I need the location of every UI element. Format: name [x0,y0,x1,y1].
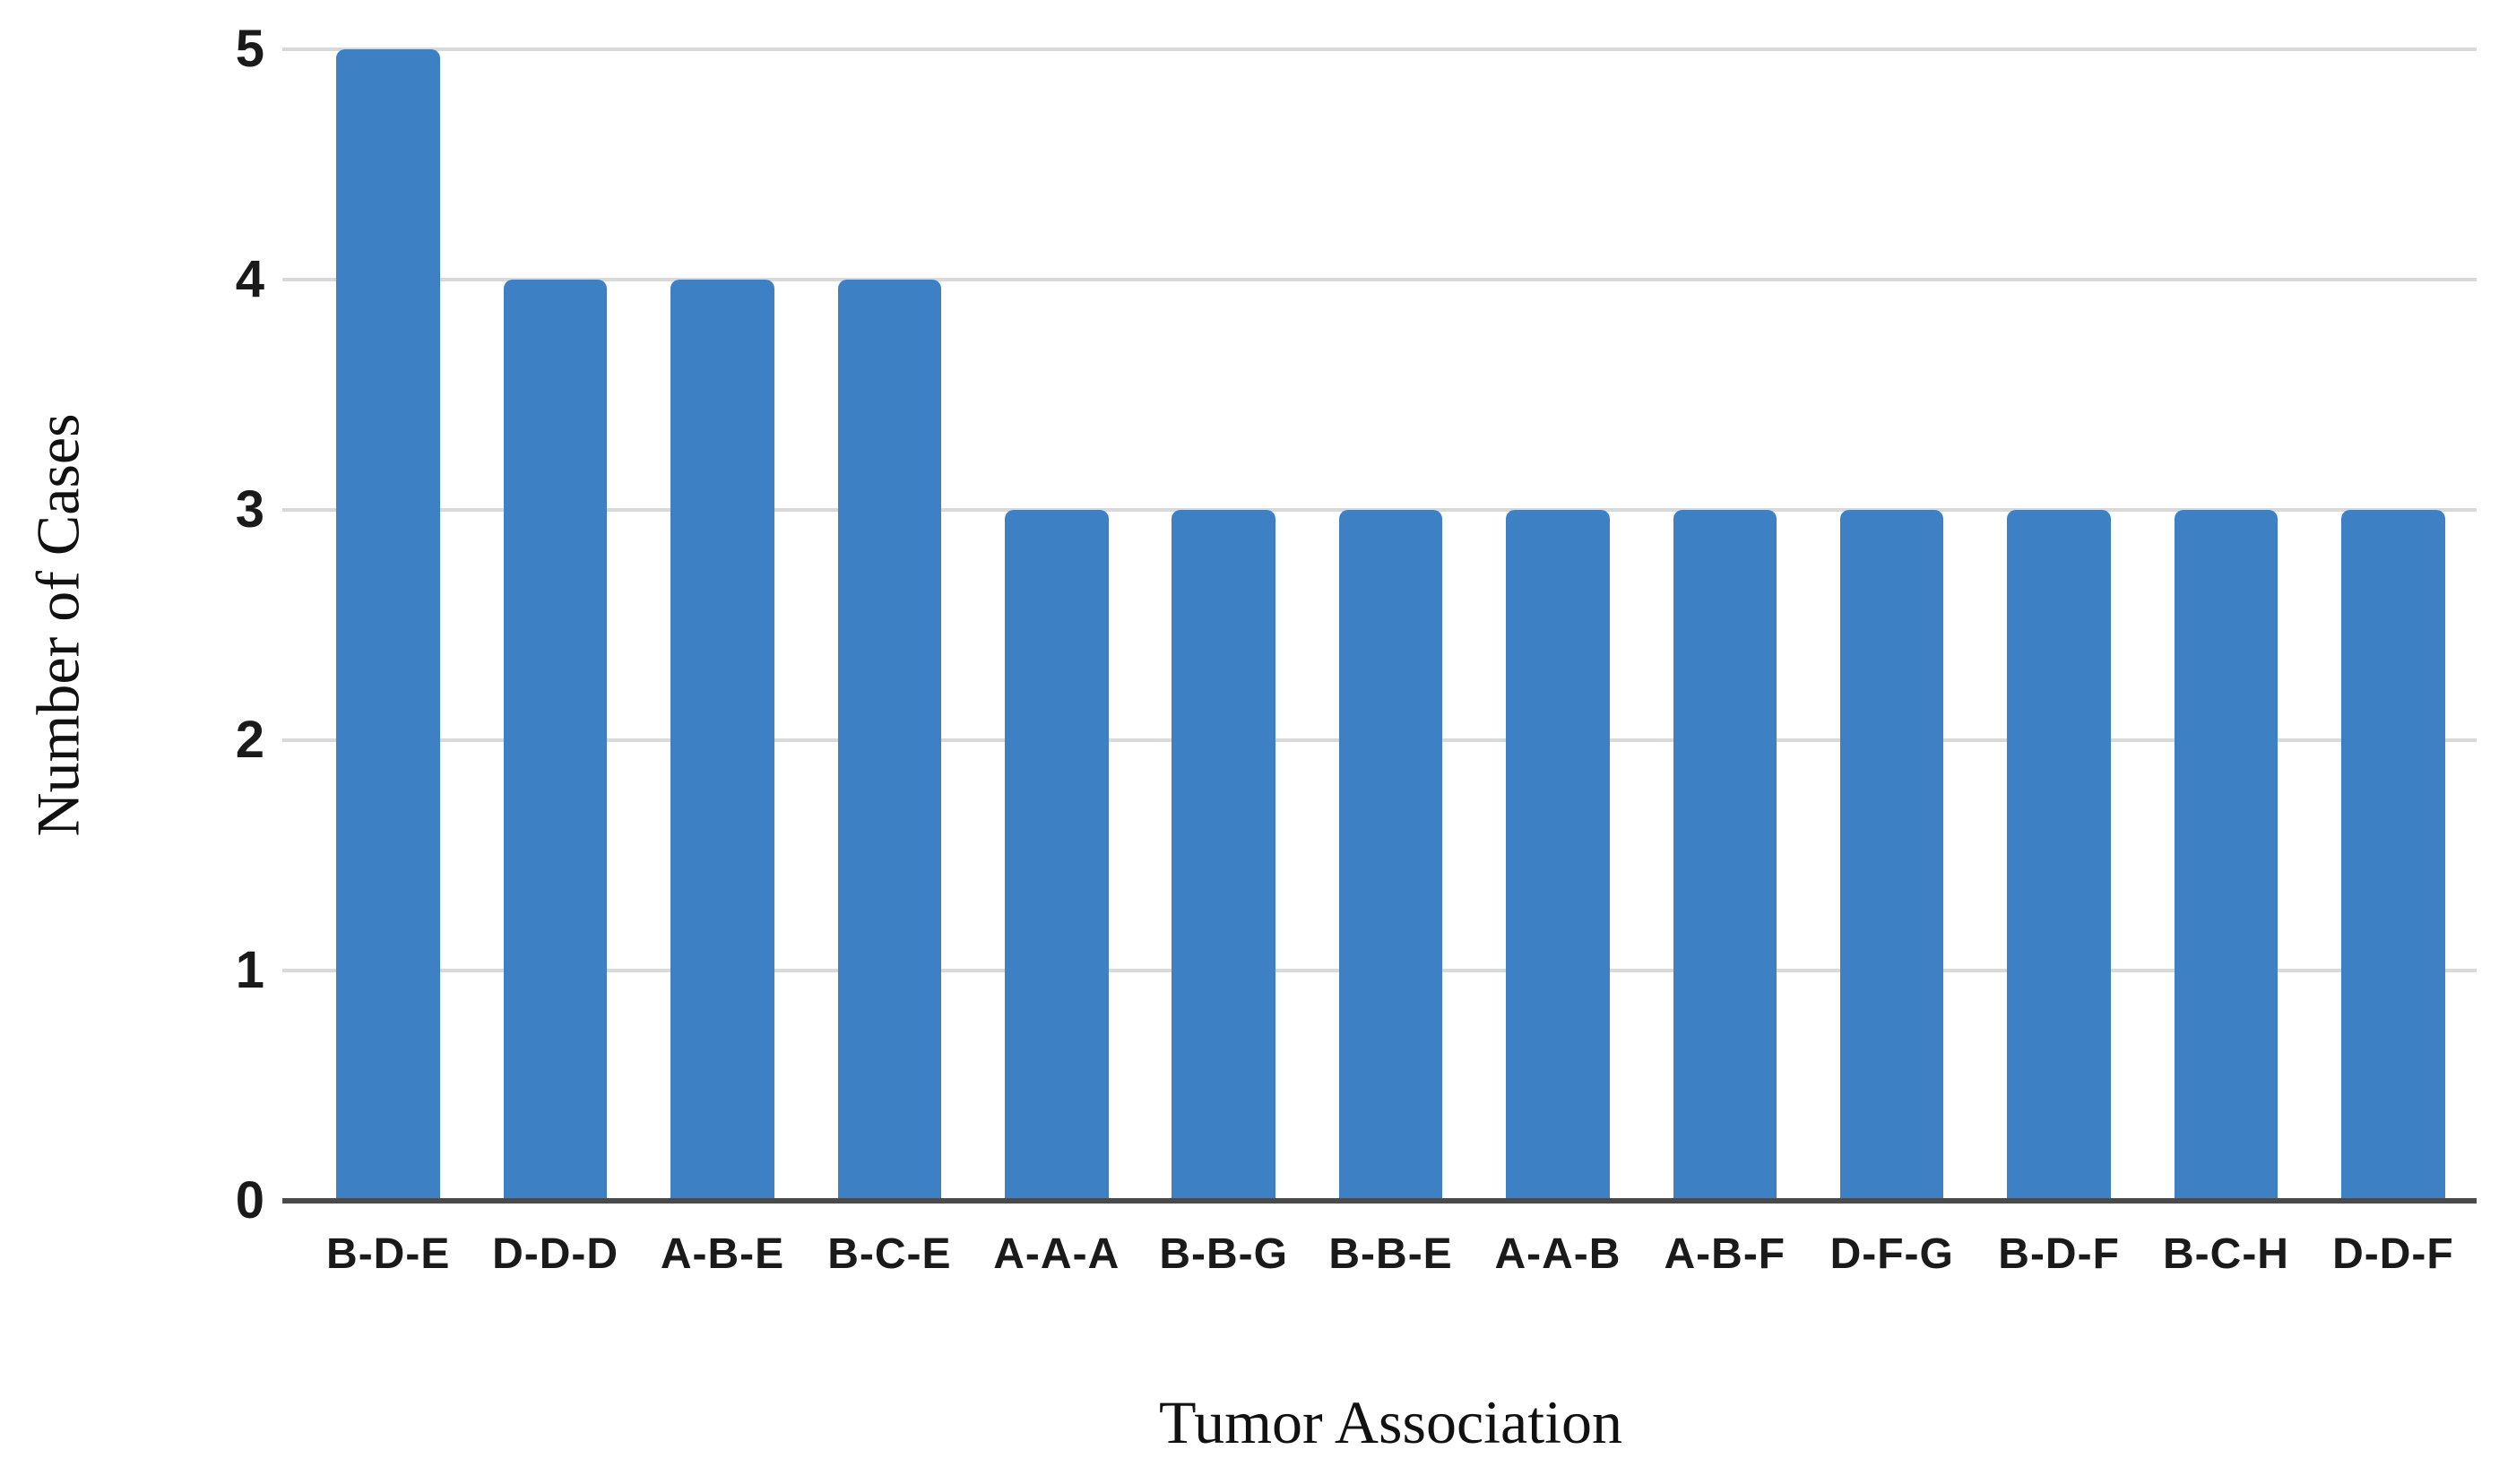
bar-A-B-F [1673,510,1777,1201]
y-axis-labels: 0 1 2 3 4 5 [0,23,305,1227]
gridline [282,278,2477,281]
bar-A-A-B [1506,510,1610,1201]
y-tick-label: 3 [235,480,264,539]
bar-A-B-E [670,280,774,1201]
x-tick-label: A-A-A [993,1230,1120,1278]
bar-slot [973,49,1140,1201]
bars [305,49,2477,1201]
y-tick-label: 4 [235,250,264,308]
bar-D-F-G [1839,510,1944,1201]
bar-slot [471,49,638,1201]
bar-slot [2142,49,2309,1201]
bar-slot [1307,49,1474,1201]
y-tick-label: 5 [235,20,264,78]
x-tick-label: B-D-E [326,1230,451,1278]
x-tick-label: B-C-E [827,1230,952,1278]
x-tick-label: D-D-D [492,1230,619,1278]
x-tick-label: A-A-B [1494,1230,1621,1278]
x-tick-label: B-D-F [1998,1230,2120,1278]
x-tick-label: B-C-H [2163,1230,2289,1278]
bar-slot [639,49,806,1201]
bar-slot [305,49,471,1201]
x-tick-labels: B-D-E D-D-D A-B-E B-C-E A-A-A B-B-G B-B-E A-A-B… [305,1229,2477,1279]
bar-B-C-E [837,280,942,1201]
bar-B-C-H [2174,510,2278,1201]
bar-B-D-E [336,49,440,1201]
x-tick-label: D-D-F [2332,1230,2454,1278]
bar-slot [1474,49,1641,1201]
gridline [282,47,2477,51]
bar-D-D-F [2341,510,2445,1201]
bar-slot [1976,49,2142,1201]
x-axis-title: Tumor Association [1158,1388,1622,1456]
bar-B-B-E [1338,510,1443,1201]
bar-slot [1140,49,1307,1201]
plot-area [282,47,2477,1204]
x-tick-label: A-B-E [660,1230,785,1278]
y-tick-label: 2 [235,711,264,769]
x-tick-label: B-B-G [1159,1230,1288,1278]
x-tick-label: B-B-E [1328,1230,1453,1278]
y-tick-label: 0 [235,1171,264,1229]
bar-slot [1809,49,1976,1201]
bar-slot [2310,49,2477,1201]
bar-D-D-D [503,280,608,1201]
bar-B-B-G [1172,510,1275,1201]
bar-B-D-F [2007,510,2111,1201]
bar-A-A-A [1004,510,1109,1201]
x-axis-line [282,1198,2477,1204]
bar-slot [1641,49,1808,1201]
bar-slot [806,49,973,1201]
x-tick-label: A-B-F [1664,1230,1786,1278]
x-tick-label: D-F-G [1829,1230,1954,1278]
y-tick-label: 1 [235,941,264,999]
